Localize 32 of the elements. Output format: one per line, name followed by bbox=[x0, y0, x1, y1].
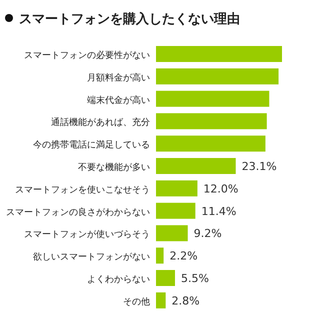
bar bbox=[156, 113, 267, 130]
y-tick-label: 端末代金が高い bbox=[87, 94, 150, 106]
bar bbox=[156, 225, 188, 242]
data-label: 2.2% bbox=[170, 250, 198, 263]
data-label: 12.0% bbox=[203, 182, 238, 196]
bar bbox=[156, 292, 166, 308]
bar bbox=[156, 270, 175, 286]
bar bbox=[156, 90, 270, 107]
bar bbox=[156, 46, 282, 62]
bar bbox=[156, 180, 198, 196]
y-tick-label: 不要な機能が多い bbox=[78, 162, 150, 173]
bar bbox=[156, 202, 196, 219]
y-tick-label: その他 bbox=[123, 296, 150, 308]
data-label: 5.5% bbox=[180, 272, 209, 285]
y-tick-label: 欲しいスマートフォンがない bbox=[33, 252, 150, 263]
data-label: 2.8% bbox=[172, 294, 200, 308]
y-tick-label: スマートフォンが使いづらそう bbox=[24, 229, 150, 240]
bar bbox=[156, 68, 279, 84]
data-label: 9.2% bbox=[194, 227, 222, 240]
y-tick-label: スマートフォンの必要性がない bbox=[24, 50, 150, 61]
data-label: 23.1% bbox=[242, 160, 277, 173]
y-tick-label: よくわからない bbox=[87, 275, 150, 285]
y-tick-label: 月額料金が高い bbox=[87, 72, 150, 84]
chart-title: スマートフォンを購入したくない理由 bbox=[19, 11, 240, 27]
bar bbox=[156, 158, 236, 174]
bar bbox=[156, 136, 266, 152]
y-tick-label: 今の携帯電話に満足している bbox=[33, 140, 150, 151]
y-tick-label: スマートフォンを使いこなせそう bbox=[15, 184, 150, 196]
data-label: 11.4% bbox=[201, 204, 236, 218]
bar bbox=[156, 248, 164, 264]
y-tick-label: 通話機能があれば、充分 bbox=[51, 117, 150, 128]
y-tick-label: スマートフォンの良さがわからない bbox=[6, 206, 150, 218]
